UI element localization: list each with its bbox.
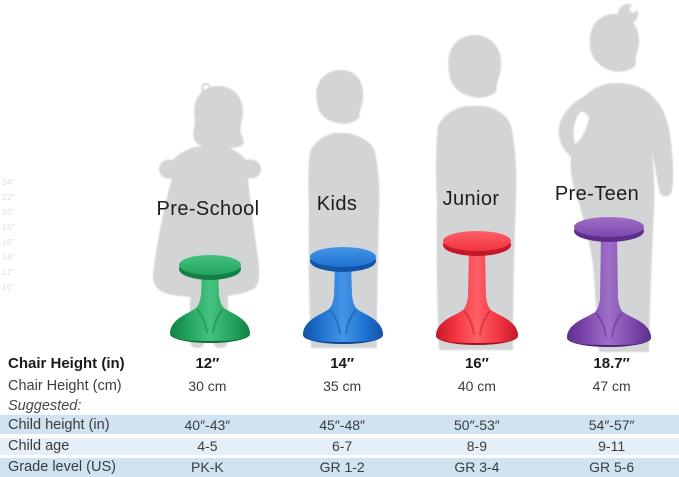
row-label: Chair Height (in) [8,354,125,372]
wobble-stool-pre-school [170,255,250,343]
size-label-junior: Junior [442,188,500,210]
stool-seat [574,217,644,237]
cell-kids-child-height-in: 45″-48″ [319,416,365,433]
cell-pre-school-grade-level-us: PK-K [191,459,224,475]
cell-junior-chair-height-in: 16″ [464,354,489,372]
cell-pre-school-chair-height-in: 12″ [195,354,220,372]
wobble-stool-junior [436,231,518,345]
ruler-tick-label: 20″ [2,208,16,217]
cell-kids-chair-height-cm: 35 cm [323,377,362,394]
stool-seat [443,231,511,251]
table-row-grade-level-us: Grade level (US) PK-K GR 1-2 GR 3-4 GR 5-6 [0,457,679,477]
cell-pre-teen-grade-level-us: GR 5-6 [589,459,635,475]
boy-head [448,34,502,98]
spec-table: Chair Height (in) 12″ 14″ 16″ 18.7″ Chair Hei… [0,352,679,477]
boy-body [308,133,380,348]
ruler-tick-label: 16″ [2,238,16,247]
stool-base-and-stem [436,247,518,343]
ruler-tick-label: 18″ [2,223,16,232]
cell-pre-teen-child-age: 9-11 [598,438,626,454]
wobble-stool-pre-teen [567,217,651,347]
cell-pre-school-child-height-in: 40″-43″ [184,416,231,433]
child-silhouette-kids [308,70,380,348]
ruler-tick-label: 12″ [2,268,16,277]
stool-base-and-stem [567,233,651,345]
child-silhouette-junior [435,34,517,350]
cell-kids-grade-level-us: GR 1-2 [319,459,365,475]
base-groove [196,308,208,334]
size-label-pre-teen: Pre-Teen [554,183,640,205]
cell-kids-child-age: 6-7 [332,438,353,454]
cell-junior-grade-level-us: GR 3-4 [454,459,500,475]
row-label: Suggested: [8,398,82,414]
girl-head [589,13,640,72]
base-groove [329,309,341,335]
ruler-tick-label: 14″ [2,253,16,262]
cell-junior-chair-height-cm: 40 cm [457,377,496,394]
row-label: Child height (in) [8,416,110,433]
stool-seat [179,255,241,275]
row-label: Child age [8,438,70,454]
base-groove [463,310,475,336]
ruler-tick-label: 10″ [2,283,16,292]
base-groove [212,308,224,334]
table-row-child-height-in: Child height (in) 40″-43″ 45″-48″ 50″-53″ 54… [0,415,679,434]
boy-head [316,70,364,124]
cell-pre-school-child-age: 4-5 [197,438,218,454]
ruler-tick-label: 22″ [2,193,16,202]
hair-bun-hole [629,5,637,13]
table-row-chair-height-in: Chair Height (in) 12″ 14″ 16″ 18.7″ [0,352,679,374]
stool-seat [310,247,376,267]
table-row-suggested: Suggested: [0,397,679,415]
girl-head [193,86,244,148]
cell-pre-teen-child-height-in: 54″-57″ [588,416,635,433]
stool-base-and-stem [303,263,383,342]
stool-base-and-stem [170,271,250,341]
ruler-tick-label: 24″ [2,178,16,187]
cell-junior-child-height-in: 50″-53″ [454,416,500,433]
boy-body [435,106,517,350]
cell-kids-chair-height-in: 14″ [330,354,355,372]
row-label: Grade level (US) [8,459,116,475]
size-label-kids: Kids [316,193,358,215]
cell-pre-teen-chair-height-cm: 47 cm [592,377,631,394]
table-row-chair-height-cm: Chair Height (cm) 30 cm 35 cm 40 cm 47 cm [0,374,679,397]
wobble-stool-kids [303,247,383,344]
cell-pre-school-chair-height-cm: 30 cm [188,377,227,394]
size-label-pre-school: Pre-School [156,198,260,220]
cell-junior-child-age: 8-9 [466,438,487,454]
base-groove [479,310,491,336]
base-groove [595,312,607,338]
arm-gap [573,111,589,144]
base-groove [611,312,623,338]
table-row-child-age: Child age 4-5 6-7 8-9 9-11 [0,437,679,455]
row-label: Chair Height (cm) [8,377,122,394]
base-groove [345,309,357,335]
cell-pre-teen-chair-height-in: 18.7″ [593,354,630,372]
